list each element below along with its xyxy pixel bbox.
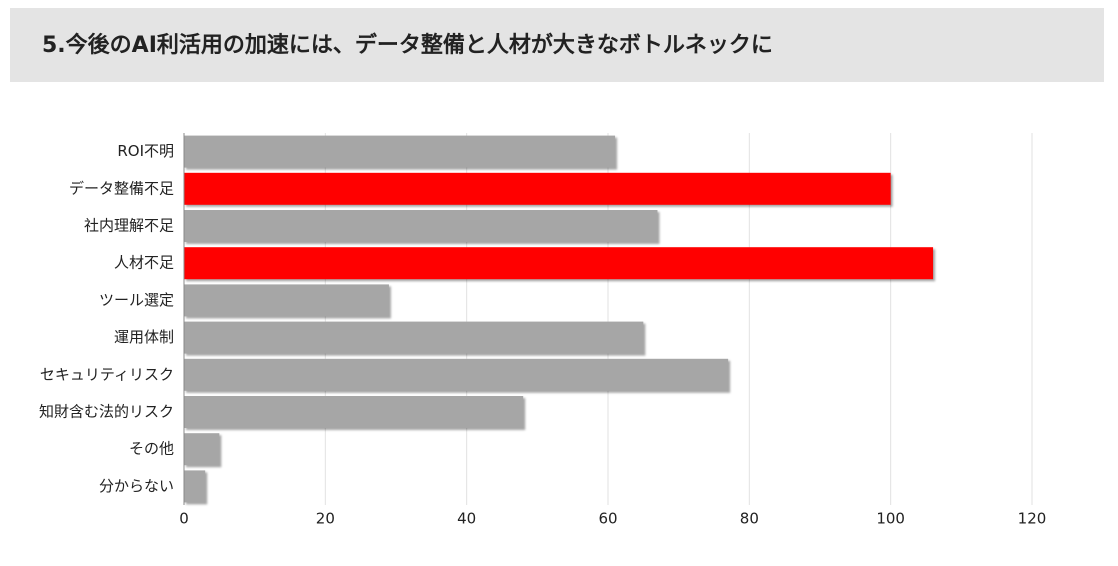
bar <box>184 135 616 168</box>
y-tick-label: データ整備不足 <box>69 179 174 197</box>
bar <box>184 396 524 428</box>
y-tick-label: 知財含む法的リスク <box>39 403 174 421</box>
bar <box>184 247 934 280</box>
x-tick-label: 120 <box>1018 510 1047 528</box>
y-tick-label: 分からない <box>99 477 174 495</box>
bar <box>184 358 729 391</box>
header-band <box>10 8 1104 82</box>
y-tick-label: ツール選定 <box>99 291 174 309</box>
y-tick-label: 人材不足 <box>114 254 174 272</box>
bar <box>184 321 644 354</box>
bar <box>184 284 389 317</box>
bar <box>184 172 891 205</box>
x-tick-label: 0 <box>179 510 189 528</box>
y-tick-label: 運用体制 <box>114 328 174 346</box>
chart-title: 5.今後のAI利活用の加速には、データ整備と人材が大きなボトルネックに <box>42 32 773 58</box>
y-tick-label: その他 <box>129 440 174 458</box>
y-tick-label: セキュリティリスク <box>40 365 174 383</box>
x-tick-label: 40 <box>457 510 476 528</box>
y-tick-label: ROI不明 <box>117 142 174 160</box>
bar <box>184 470 206 503</box>
x-tick-label: 20 <box>316 510 335 528</box>
bar <box>184 433 220 466</box>
x-tick-label: 60 <box>598 510 617 528</box>
bar <box>184 210 658 242</box>
x-tick-label: 80 <box>740 510 759 528</box>
y-tick-label: 社内理解不足 <box>84 217 174 235</box>
x-tick-label: 100 <box>876 510 905 528</box>
